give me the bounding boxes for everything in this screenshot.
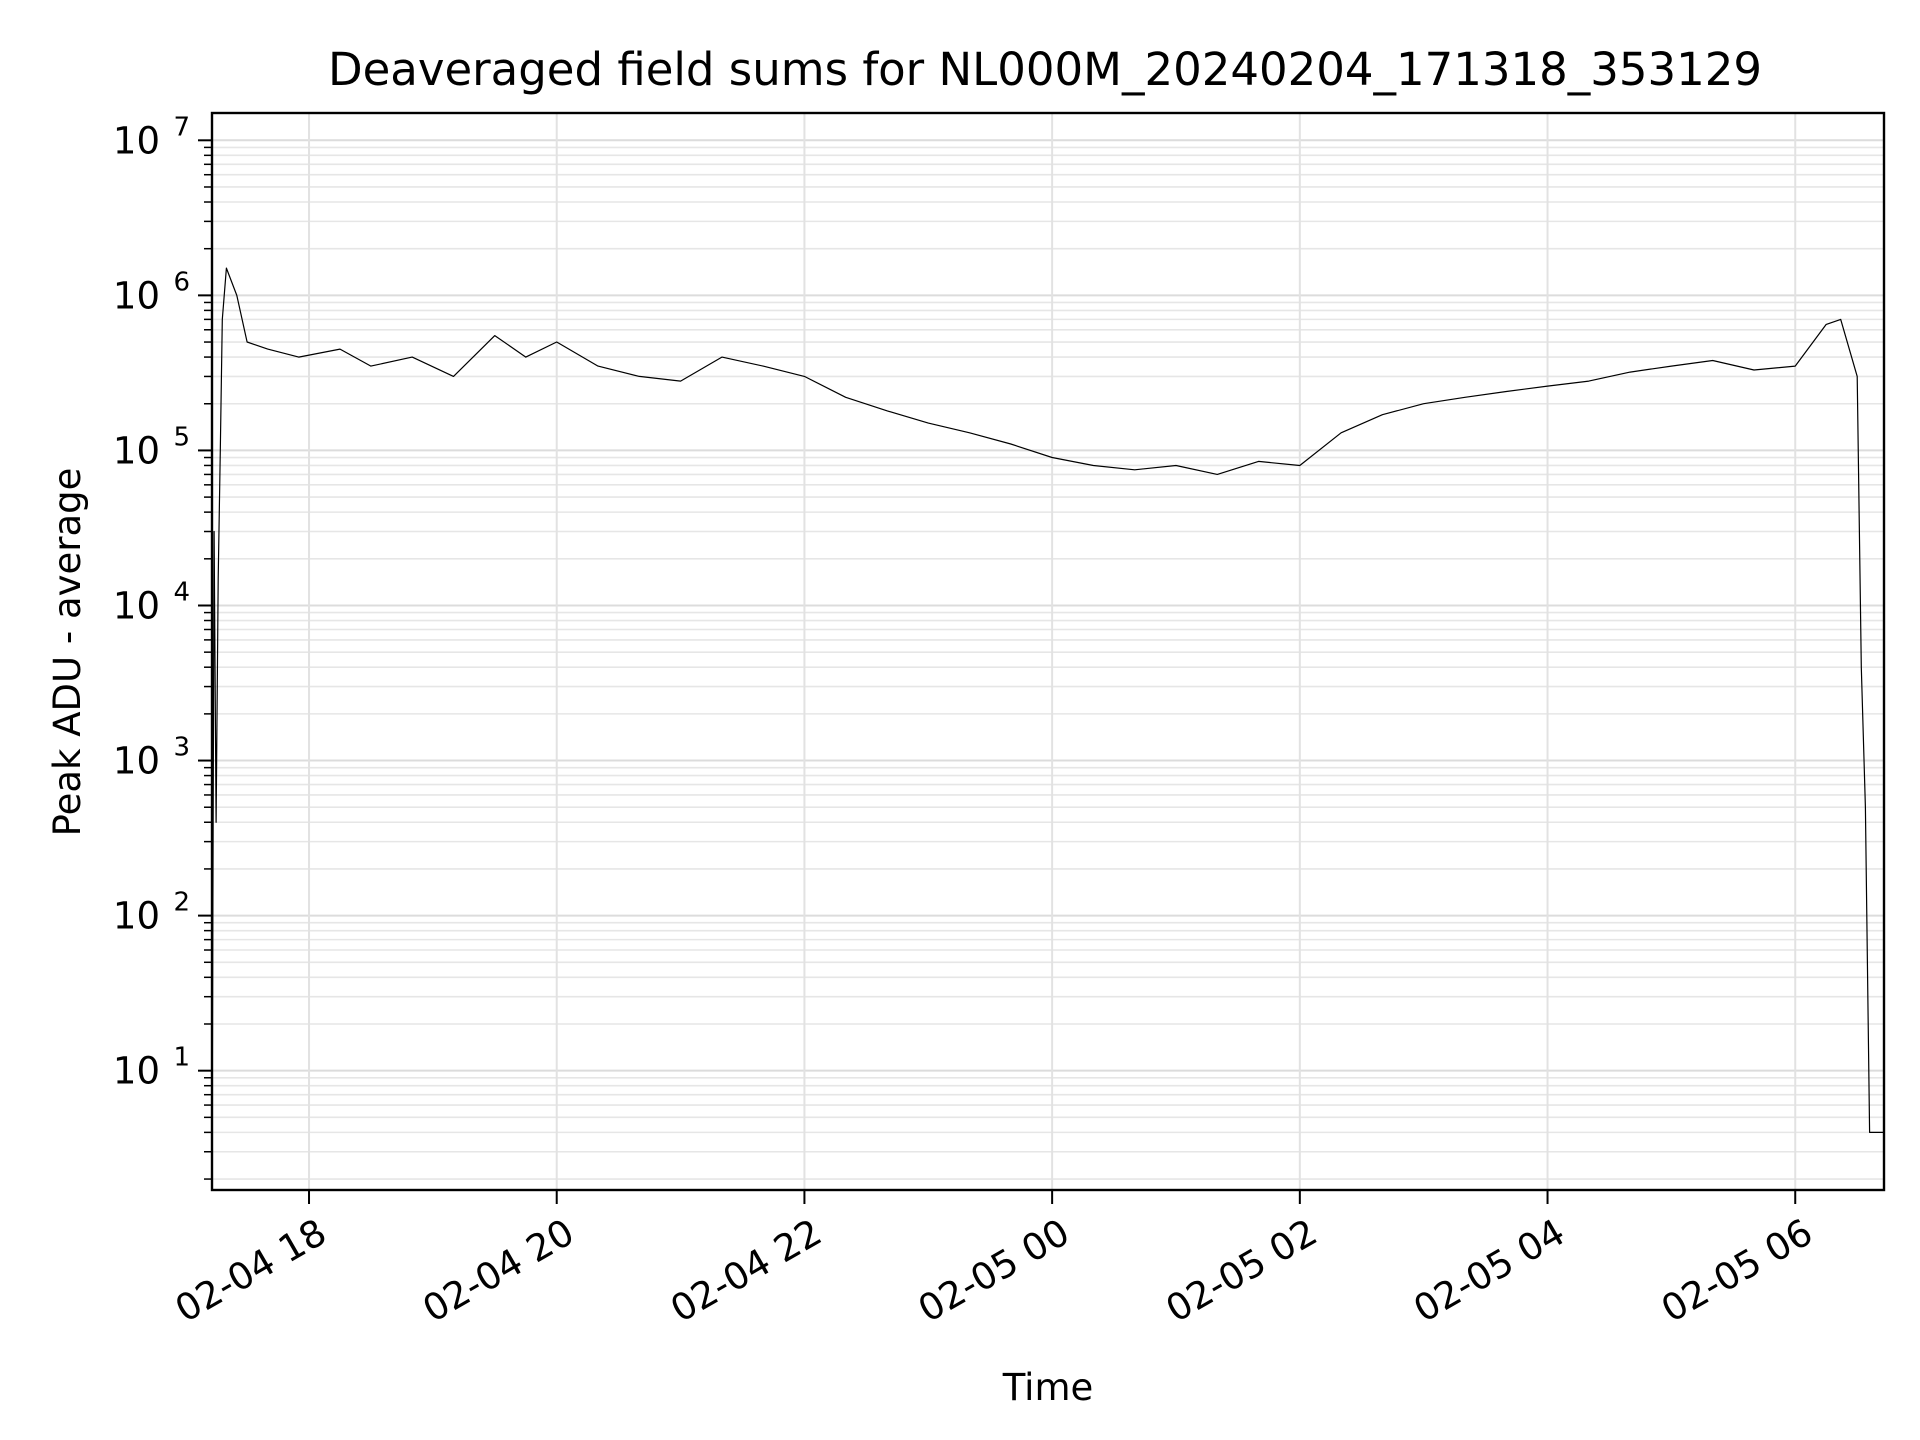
data-line bbox=[211, 267, 1884, 1180]
x-tick-label: 02-05 02 bbox=[1159, 1211, 1325, 1331]
y-tick-exponent: 4 bbox=[173, 577, 190, 607]
x-tick-label: 02-05 04 bbox=[1406, 1211, 1572, 1331]
x-tick-label: 02-04 22 bbox=[663, 1211, 829, 1331]
chart-title: Deaveraged field sums for NL000M_2024020… bbox=[328, 43, 1762, 96]
y-tick-label: 10 bbox=[113, 119, 160, 162]
y-tick-label: 10 bbox=[113, 1050, 160, 1093]
x-axis-label: Time bbox=[1002, 1366, 1094, 1409]
y-tick-exponent: 5 bbox=[173, 422, 190, 452]
y-tick-label: 10 bbox=[113, 584, 160, 627]
y-tick-exponent: 6 bbox=[173, 267, 190, 297]
y-axis-label: Peak ADU - average bbox=[46, 468, 89, 837]
y-tick-label: 10 bbox=[113, 274, 160, 317]
x-axis: 02-04 18 02-04 20 02-04 22 02-05 00 02-05 02… bbox=[168, 1190, 1820, 1331]
x-tick-label: 02-05 00 bbox=[911, 1211, 1077, 1331]
x-tick-label: 02-05 06 bbox=[1654, 1211, 1820, 1331]
x-tick-label: 02-04 20 bbox=[416, 1211, 582, 1331]
y-tick-label: 10 bbox=[113, 895, 160, 938]
y-tick-label: 10 bbox=[113, 429, 160, 472]
y-tick-exponent: 3 bbox=[173, 733, 190, 763]
y-tick-exponent: 7 bbox=[173, 112, 190, 142]
y-tick-exponent: 2 bbox=[173, 888, 190, 918]
grid bbox=[212, 113, 1884, 1190]
x-tick-label: 02-04 18 bbox=[168, 1211, 334, 1331]
y-axis: 10 1 10 2 10 3 10 4 10 5 10 6 10 7 bbox=[113, 112, 212, 1180]
y-tick-exponent: 1 bbox=[173, 1043, 190, 1073]
y-tick-label: 10 bbox=[113, 740, 160, 783]
